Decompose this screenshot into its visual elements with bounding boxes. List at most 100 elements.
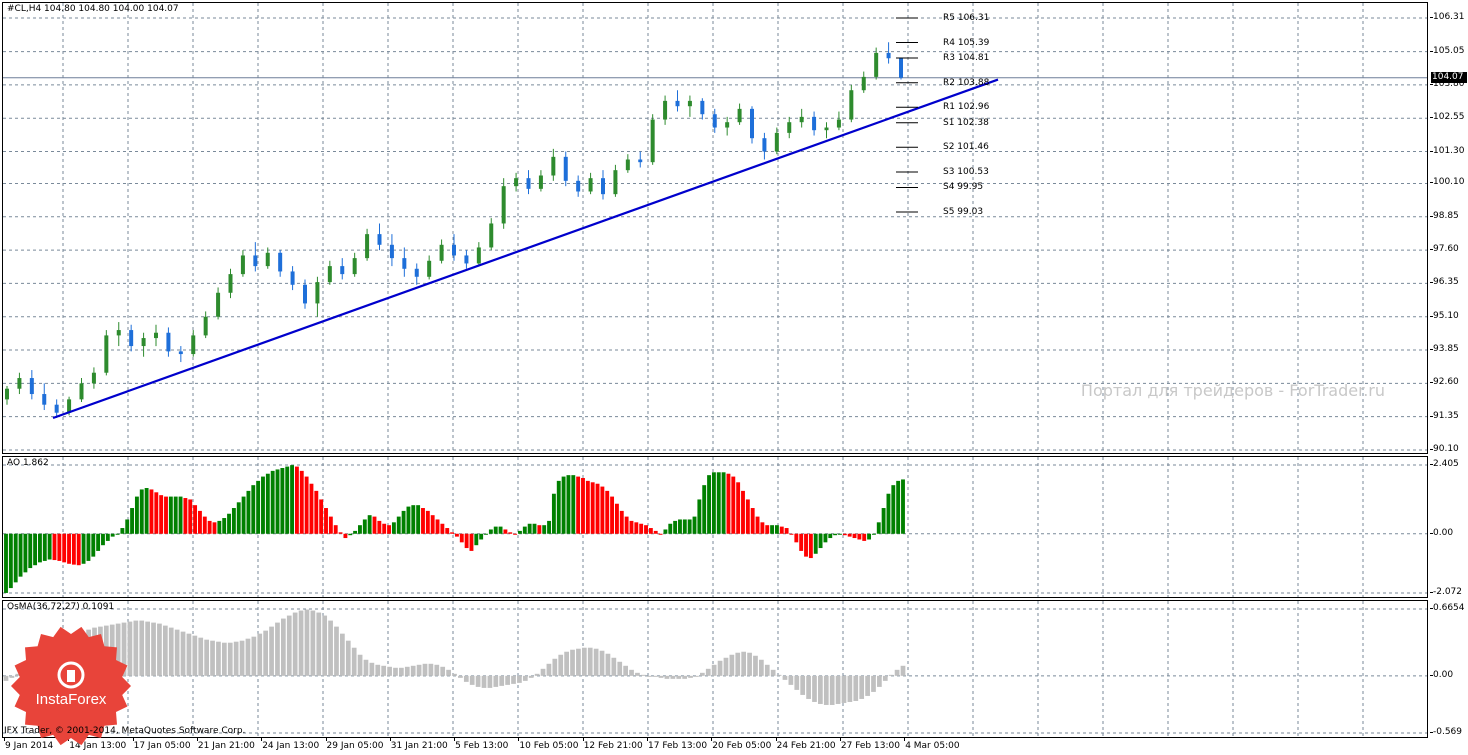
price-chart-pane[interactable]: #CL,H4 104.80 104.80 104.00 104.07 Порта… [2,2,1428,454]
osma-bar [859,675,865,699]
ao-bar [309,483,314,534]
ao-bar [770,525,775,534]
ao-bar [498,526,503,534]
candle-body [340,266,345,275]
osma-histogram-svg [3,601,1427,737]
ao-bar [8,533,13,589]
time-tick-label: 12 Feb 21:00 [583,741,643,751]
osma-bar [853,675,859,701]
time-tick-label: 9 Jan 2014 [5,741,54,751]
ao-bar [871,533,876,535]
candle-body [501,186,506,224]
osma-bar [652,675,658,677]
osma-bar [180,631,186,676]
time-axis: 9 Jan 2014 14 Jan 13:00 17 Jan 05:00 21 Jan… [0,738,1430,755]
candle-body [228,274,233,293]
osma-bar [198,637,204,676]
ao-bar [508,532,513,534]
price-tick-label: 97.60 [1433,244,1459,255]
osma-bar [168,627,174,676]
osma-bar [481,675,487,688]
osma-indicator-pane[interactable]: OsMA(36,72,27) 0.1091 [2,600,1428,738]
osma-bar [499,675,505,686]
osma-bar [133,620,139,676]
ao-bar [774,525,779,534]
ao-bar [353,530,358,534]
osma-bar [676,675,682,679]
ao-bar [435,519,440,534]
osma-bar [410,665,416,676]
osma-bar [121,622,127,676]
ao-bar [338,532,343,534]
price-tick-mark [1430,83,1433,85]
osma-bar [269,626,274,676]
candle-body [687,100,692,107]
osma-bar [227,642,233,676]
candle-body [414,268,419,277]
ao-bar [726,473,731,534]
ao-bar [741,490,745,534]
candle-body [79,383,84,400]
osma-label: OsMA(36,72,27) 0.1091 [7,602,115,612]
ao-bar [134,496,139,534]
ao-bar [901,479,905,534]
ao-bar [896,480,901,534]
osma-bar [192,635,198,676]
osma-bar [806,675,811,699]
osma-bar [434,664,440,676]
candle-body [563,156,568,181]
ao-bar [202,516,207,534]
time-tick-mark [839,738,841,741]
ao-bar [595,483,600,534]
osma-bar [304,609,310,676]
price-tick-mark [1430,117,1433,119]
osma-bar [835,675,841,704]
ao-bar [576,476,581,534]
osma-bar [694,675,699,677]
candle-body [787,122,792,133]
osma-bar [894,669,900,676]
time-tick-mark [518,738,520,741]
osma-bar [416,664,422,676]
ao-tick-label: 0.00 [1433,527,1454,538]
candle-body [476,247,481,264]
ao-indicator-pane[interactable]: AO 1.862 [2,456,1428,598]
ao-bar [425,510,430,534]
ao-bar [590,482,595,534]
osma-bar [570,649,575,676]
ao-bar [522,526,527,534]
osma-bar [440,666,446,676]
ao-bar [270,470,275,534]
ao-bar [527,523,532,534]
ao-bar [47,533,52,560]
candle-body [265,252,270,267]
osma-bar [186,633,192,676]
ao-bar [600,486,605,534]
osma-bar [334,626,339,676]
price-tick-mark [1430,215,1433,217]
ao-bar [634,522,639,534]
candle-body [774,132,779,152]
price-tick-label: 105.05 [1433,45,1465,56]
osma-bar [511,675,516,684]
time-tick-label: 24 Jan 13:00 [262,741,320,751]
ao-bar [387,525,391,534]
osma-bar [145,621,150,676]
ao-bar [886,493,891,534]
pivot-label-s3: S3 100.53 [943,167,989,178]
osma-bar [888,674,894,676]
ao-bar [406,506,411,534]
osma-bar [393,667,398,676]
osma-bar [363,659,369,676]
osma-bar [404,666,410,676]
ao-bar [745,499,750,534]
osma-bar [635,672,640,676]
osma-tick-mark [1430,608,1433,609]
time-tick-label: 21 Jan 21:00 [197,741,255,751]
osma-bar [340,633,345,676]
ao-bar [62,533,67,563]
ao-bar [173,496,178,534]
osma-bar [310,610,316,676]
ao-bar [290,465,295,534]
osma-bar [428,663,434,676]
